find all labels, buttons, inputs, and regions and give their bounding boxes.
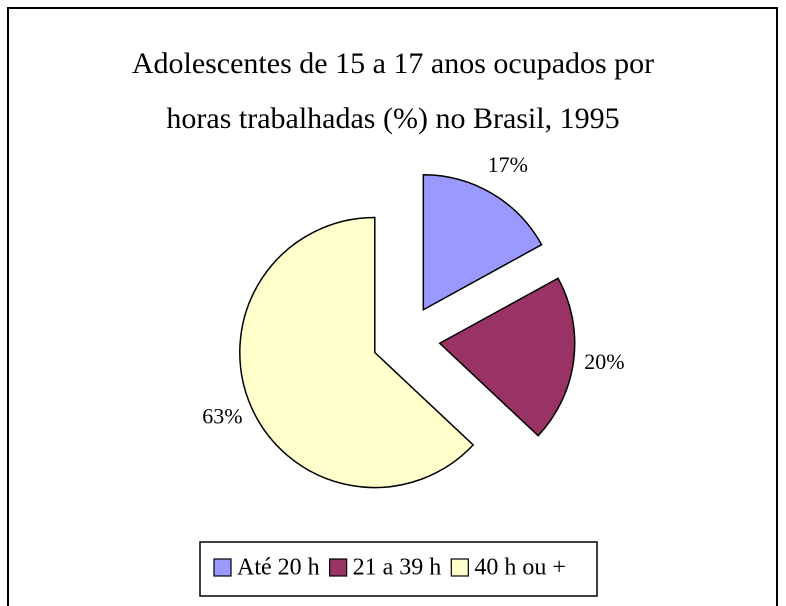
legend-swatch <box>450 558 469 577</box>
legend-label: 21 a 39 h <box>353 555 442 581</box>
data-label: 17% <box>488 152 528 177</box>
data-label: 20% <box>584 349 624 374</box>
chart-frame <box>7 7 778 606</box>
chart-title: horas trabalhadas (%) no Brasil, 1995 <box>166 102 619 135</box>
legend-swatch <box>329 558 348 577</box>
pie-slice <box>438 277 576 437</box>
chart-title: Adolescentes de 15 a 17 anos ocupados po… <box>132 47 654 80</box>
legend-label: Até 20 h <box>237 555 320 581</box>
legend-label: 40 h ou + <box>474 555 566 581</box>
pie-slice <box>239 216 475 489</box>
legend-swatch <box>213 558 232 577</box>
data-label: 63% <box>202 403 242 428</box>
legend-box <box>199 541 598 597</box>
pie-slice <box>422 173 543 312</box>
